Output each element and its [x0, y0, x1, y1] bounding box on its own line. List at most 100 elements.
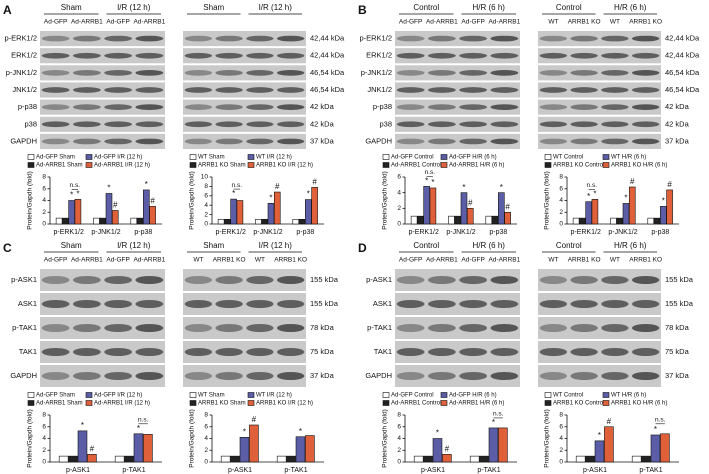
lane-label: Ad-GFP: [461, 257, 484, 264]
y-tick-label: 0: [42, 221, 46, 228]
blot-strip: [395, 317, 520, 339]
bar: [575, 455, 586, 463]
bar: [429, 187, 437, 225]
y-tick-label: 6: [204, 423, 208, 430]
blot-strip: [40, 133, 165, 149]
kda-label: 42 kDa: [310, 102, 335, 111]
blot-band: [41, 52, 70, 59]
blot-band: [215, 121, 243, 128]
legend-swatch: [440, 400, 448, 406]
lane-label: WT: [548, 19, 558, 26]
blot-band: [104, 324, 133, 332]
blot-band: [539, 35, 568, 42]
blot-strip: [40, 31, 165, 47]
bar: [413, 455, 424, 463]
blot-band: [601, 52, 629, 59]
blot-strip: [538, 99, 661, 115]
blot-band: [184, 276, 213, 284]
kda-label: 75 kDa: [665, 347, 690, 356]
blot-strip: [538, 269, 661, 291]
legend-label: Ad-GFP Control: [391, 155, 434, 161]
blot-band: [601, 138, 629, 145]
lane-label: WT: [548, 257, 558, 264]
blot-band: [539, 372, 568, 380]
bar: [133, 433, 144, 463]
significance-label: *: [299, 427, 302, 436]
blot-band: [215, 87, 243, 93]
row-label: p-TAK1: [12, 323, 37, 332]
y-tick-label: 0: [397, 459, 401, 466]
lane-label: Ad-ARRB1: [71, 19, 103, 26]
blot-band: [396, 348, 425, 356]
legend-swatch: [544, 162, 552, 168]
significance-label: #: [505, 202, 510, 211]
blot-band: [570, 348, 598, 356]
blot-band: [631, 348, 660, 356]
blot-strip: [395, 365, 520, 387]
blot-band: [135, 324, 164, 332]
blot-band: [276, 104, 305, 111]
row-label: GAPDH: [365, 136, 392, 145]
bar: [105, 193, 113, 225]
y-tick-label: 2: [397, 447, 401, 454]
blot-band: [215, 348, 243, 356]
bracket-label: n.s.: [425, 169, 436, 176]
lane-label: WT: [610, 19, 620, 26]
blot-band: [570, 121, 598, 128]
bar: [579, 217, 586, 225]
legend-label: Ad-GFP H/R (6 h): [449, 155, 497, 161]
bar: [631, 455, 642, 463]
bar: [448, 215, 455, 225]
blot-band: [396, 372, 425, 380]
blot-strip: [40, 48, 165, 64]
blot-band: [427, 138, 456, 145]
bar: [276, 455, 287, 463]
significance-label: #: [90, 444, 95, 453]
y-axis-label: Protein/Gapdh (fold): [27, 409, 34, 468]
bar: [217, 219, 225, 225]
x-tick-label: p-ERK1/2: [53, 229, 83, 236]
blot-strip: [183, 317, 306, 339]
bar: [460, 192, 468, 225]
group-label: Sham: [61, 3, 82, 12]
blot-band: [427, 324, 456, 332]
x-tick-label: p-JNK1/2: [253, 229, 282, 236]
legend-label: Ad-ARRB1 I/R (12 h): [94, 401, 150, 407]
blot-band: [276, 52, 305, 59]
significance-label: *: [587, 192, 590, 201]
blot-band: [215, 300, 243, 308]
lane-label: WT: [610, 257, 620, 264]
legend-label: Ad-GFP I/R (12 h): [94, 155, 142, 161]
lane-label: ARRB1 KO: [213, 257, 246, 264]
bar: [236, 200, 244, 225]
blot-band: [41, 87, 70, 93]
legend-swatch: [440, 392, 448, 398]
legend-swatch: [382, 392, 390, 398]
row-label: p-ASK1: [366, 275, 392, 284]
significance-label: #: [312, 177, 317, 186]
bar: [136, 217, 144, 225]
blot-band: [135, 87, 164, 93]
significance-label: *: [431, 178, 434, 187]
blot-band: [570, 104, 598, 111]
blot-band: [276, 348, 305, 356]
blot-band: [459, 35, 488, 42]
blot-band: [396, 276, 425, 284]
bar: [74, 199, 82, 225]
y-tick-label: 0: [204, 459, 208, 466]
bar: [255, 219, 262, 225]
y-tick-label: 2: [559, 447, 563, 454]
blot-band: [601, 35, 629, 42]
bar: [267, 203, 275, 225]
blot-band: [184, 35, 213, 42]
blot-band: [41, 324, 70, 332]
bar: [58, 455, 69, 463]
blot-band: [41, 35, 70, 42]
blot-band: [601, 324, 629, 332]
blot-band: [539, 70, 568, 76]
blot-band: [396, 87, 425, 93]
kda-label: 78 kDa: [310, 323, 335, 332]
kda-label: 37 kDa: [665, 136, 690, 145]
group-label: Control: [413, 241, 439, 250]
blot-band: [246, 300, 274, 308]
